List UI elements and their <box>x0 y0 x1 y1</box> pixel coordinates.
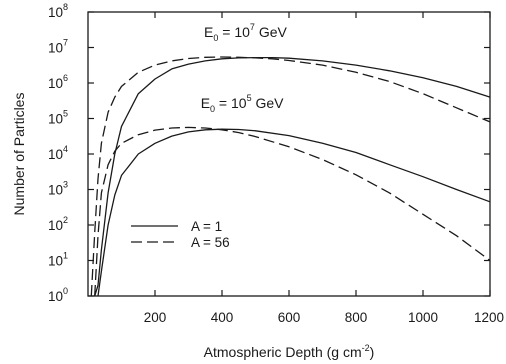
x-tick-labels: 200 400 600 800 1000 1200 <box>144 310 504 325</box>
y-tick-label: 101 <box>48 251 68 269</box>
energy-label-equals: = 10 <box>215 95 247 111</box>
energy-label-exponent: 7 <box>250 22 255 32</box>
y-tick-exponent: 7 <box>63 38 68 48</box>
legend-label-a1: A = 1 <box>191 219 222 234</box>
energy-label: E0 = 105 GeV <box>201 93 284 114</box>
x-tick-label: 200 <box>144 310 167 325</box>
energy-label-unit: GeV <box>255 24 288 40</box>
y-tick-exponent: 2 <box>63 215 68 225</box>
y-tick-label: 102 <box>48 215 68 233</box>
x-tick-label: 600 <box>278 310 301 325</box>
x-axis-title-end: ) <box>370 344 375 360</box>
y-tick-base: 10 <box>48 147 63 162</box>
x-tick-label: 800 <box>345 310 368 325</box>
y-tick-label: 100 <box>48 286 68 304</box>
y-tick-base: 10 <box>48 76 63 91</box>
y-tick-exponent: 6 <box>63 73 68 83</box>
y-tick-base: 10 <box>48 41 63 56</box>
y-tick-exponent: 3 <box>63 180 68 190</box>
y-tick-label: 105 <box>48 109 68 127</box>
x-axis-title-exponent: -2 <box>362 343 370 353</box>
y-tick-label: 103 <box>48 180 68 198</box>
x-tick-label: 400 <box>211 310 234 325</box>
energy-label-subscript: 0 <box>210 104 215 114</box>
y-tick-exponent: 8 <box>63 2 68 12</box>
y-tick-exponent: 4 <box>63 144 68 154</box>
energy-label-equals: = 10 <box>218 24 250 40</box>
y-tick-exponent: 5 <box>63 109 68 119</box>
series-line-a1 <box>97 128 491 297</box>
energy-label-unit: GeV <box>252 95 285 111</box>
y-tick-exponent: 1 <box>63 251 68 261</box>
series-line-a1 <box>94 56 491 297</box>
x-axis-title-main: Atmospheric Depth (g cm <box>204 344 362 360</box>
series-lines <box>90 56 491 297</box>
energy-label-symbol: E <box>204 24 213 40</box>
y-tick-base: 10 <box>48 218 63 233</box>
plot-frame <box>87 11 491 297</box>
legend: A = 1 A = 56 <box>131 219 230 250</box>
y-tick-exponent: 0 <box>63 286 68 296</box>
y-tick-base: 10 <box>48 254 63 269</box>
x-tick-label: 1200 <box>474 310 504 325</box>
x-axis-title: Atmospheric Depth (g cm-2) <box>204 343 375 360</box>
x-tick-label: 1000 <box>408 310 438 325</box>
y-tick-label: 104 <box>48 144 68 162</box>
y-tick-base: 10 <box>48 183 63 198</box>
energy-label-exponent: 5 <box>247 93 252 103</box>
y-tick-base: 10 <box>48 112 63 127</box>
y-tick-label: 106 <box>48 73 68 91</box>
series-line-a56 <box>94 126 491 297</box>
axis-ticks <box>88 11 491 297</box>
energy-label-subscript: 0 <box>213 33 218 43</box>
y-axis-title: Number of Particles <box>11 93 27 216</box>
y-tick-label: 108 <box>48 2 68 20</box>
energy-label: E0 = 107 GeV <box>204 22 287 43</box>
y-tick-label: 107 <box>48 38 68 56</box>
energy-label-symbol: E <box>201 95 210 111</box>
legend-label-a56: A = 56 <box>191 235 230 250</box>
series-line-a56 <box>90 56 491 297</box>
y-tick-base: 10 <box>48 5 63 20</box>
y-tick-base: 10 <box>48 289 63 304</box>
